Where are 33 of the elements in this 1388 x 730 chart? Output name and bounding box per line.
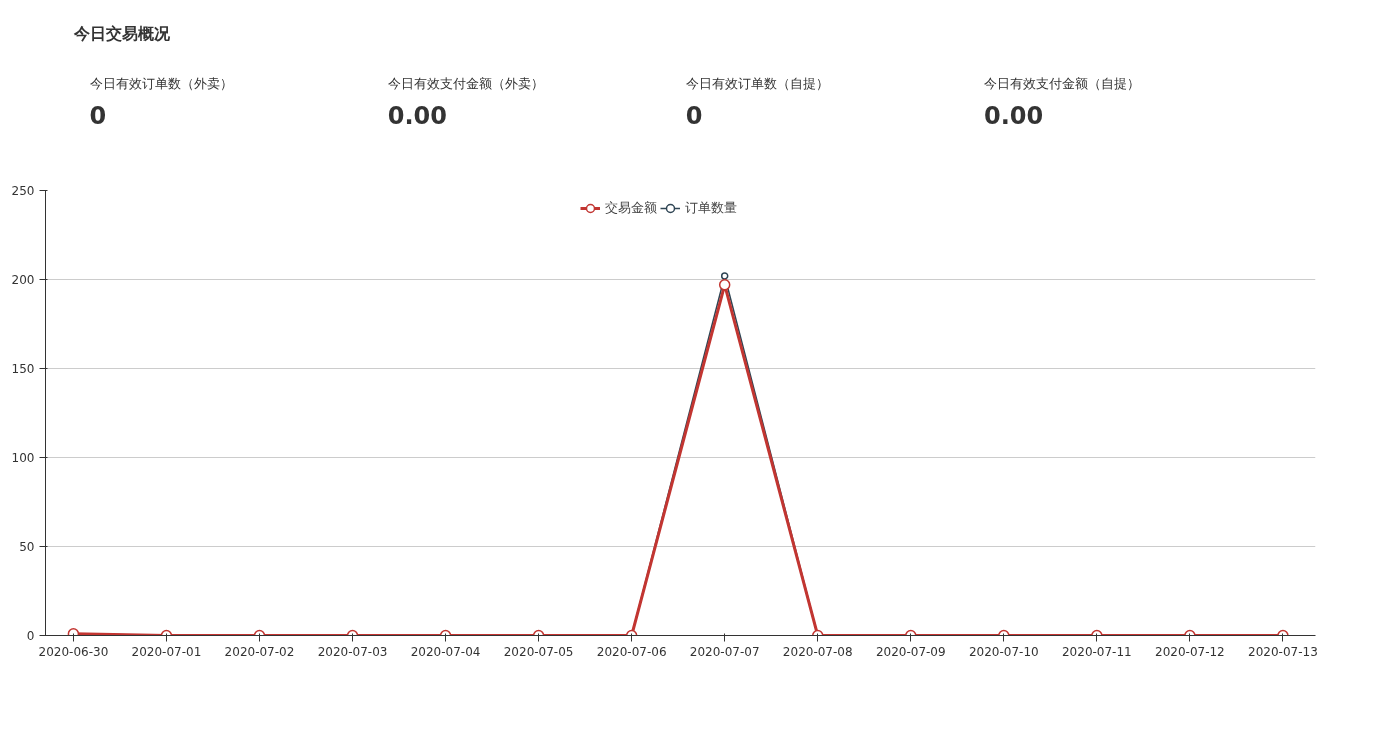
x-tick-label: 2020-07-04 (410, 644, 481, 659)
text: 0 (89, 101, 107, 130)
y-tick-label: 100 (11, 451, 35, 465)
point (718, 279, 731, 291)
x-tick-label: 2020-07-08 (782, 644, 853, 659)
legend-label: 交易金额 (605, 199, 657, 217)
text: 今日有效订单数（自提） (685, 76, 829, 91)
x-tick-label: 2020-07-06 (596, 644, 667, 659)
y-tick-label: 50 (19, 540, 35, 554)
point (720, 272, 729, 280)
x-tick-label: 2020-07-12 (1155, 644, 1225, 659)
x-tick-label: 2020-07-07 (689, 644, 760, 659)
text: 0 (685, 101, 703, 130)
text: 今日有效订单数（外卖） (89, 76, 233, 91)
text: 今日有效支付金额（外卖） (387, 76, 544, 91)
text: 今日有效支付金额（自提） (983, 76, 1140, 91)
x-tick-label: 2020-07-01 (131, 644, 202, 659)
x-tick-label: 2020-07-10 (968, 644, 1039, 659)
x-tick-label: 2020-07-03 (317, 644, 388, 659)
legend-label: 订单数量 (685, 199, 737, 217)
y-tick-label: 0 (26, 629, 35, 643)
text: 0.00 (387, 101, 447, 130)
x-tick-label: 2020-07-02 (224, 644, 295, 659)
text: 今日交易概况 (72, 24, 171, 43)
y-tick-label: 250 (11, 184, 35, 198)
x-tick-label: 2020-06-30 (38, 644, 109, 659)
x-tick-label: 2020-07-09 (875, 644, 946, 659)
x-tick-label: 2020-07-13 (1248, 644, 1318, 659)
text: 0.00 (983, 101, 1044, 130)
y-tick-label: 200 (11, 273, 35, 287)
x-tick-label: 2020-07-05 (503, 644, 574, 659)
y-tick-label: 150 (11, 362, 35, 376)
x-tick-label: 2020-07-11 (1061, 644, 1132, 659)
